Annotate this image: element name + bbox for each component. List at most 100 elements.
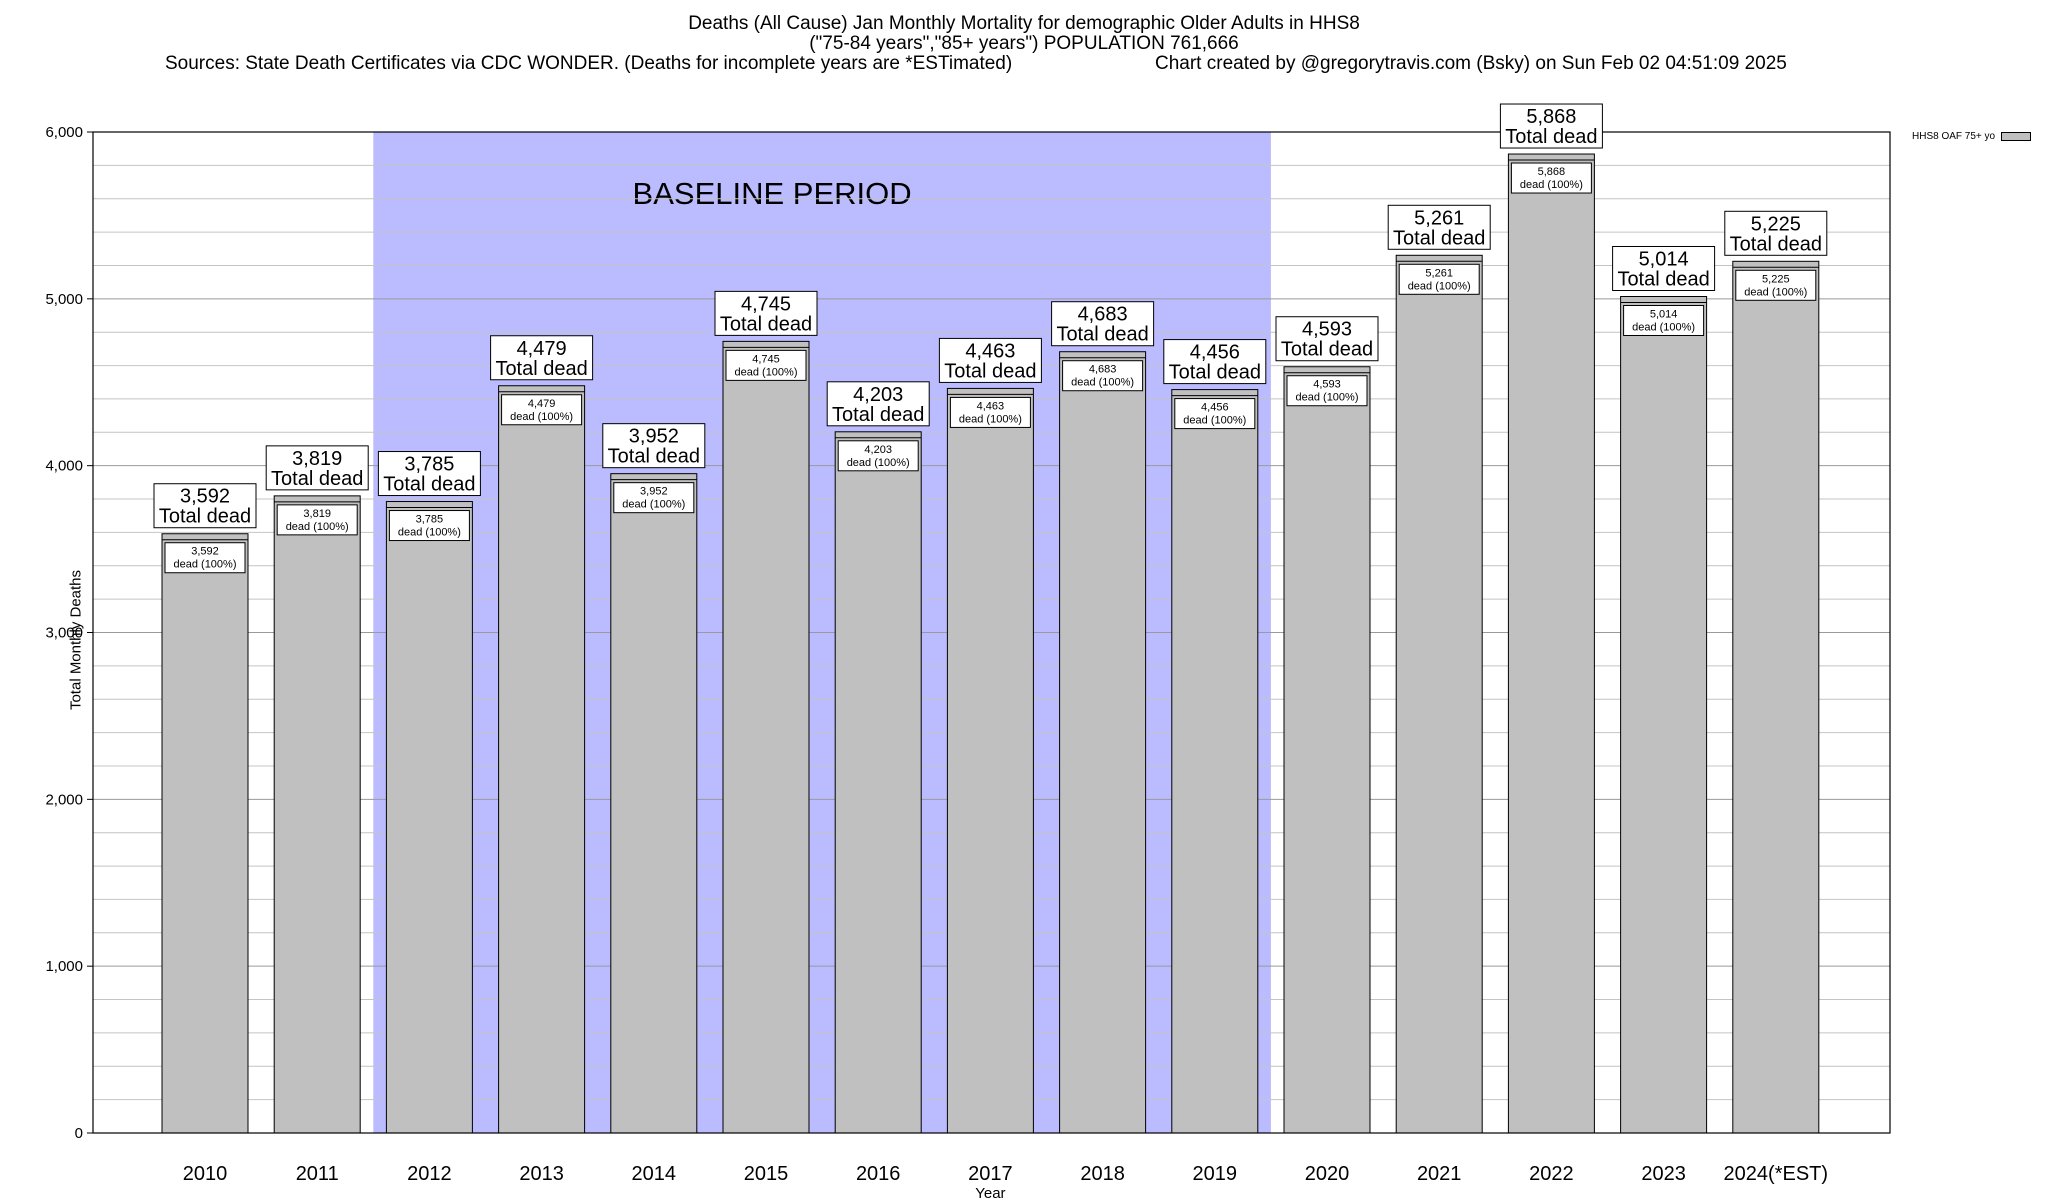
- bar: [1395, 254, 1483, 1134]
- total-value-label: 3,785: [404, 454, 454, 476]
- total-dead-label: Total dead: [1169, 362, 1261, 384]
- inner-percent-label: dead (100%): [1296, 392, 1359, 404]
- inner-value-label: 4,463: [977, 400, 1005, 412]
- y-tick-label: 2,000: [45, 791, 83, 808]
- inner-percent-label: dead (100%): [1632, 321, 1695, 333]
- bar: [1283, 366, 1371, 1134]
- bar: [1732, 260, 1820, 1134]
- inner-value-label: 3,785: [416, 514, 444, 526]
- legend-swatch: [2001, 131, 2032, 141]
- y-tick-label: 5,000: [45, 291, 83, 308]
- total-dead-label: Total dead: [1281, 339, 1373, 361]
- total-dead-label: Total dead: [720, 313, 812, 335]
- total-label-box: [602, 423, 706, 469]
- inner-label-box: [1398, 263, 1480, 295]
- total-value-label: 4,683: [1078, 304, 1128, 326]
- total-label-box: [490, 335, 594, 381]
- total-dead-label: Total dead: [1730, 233, 1822, 255]
- x-tick-label: 2017: [968, 1163, 1013, 1185]
- inner-label-box: [949, 396, 1031, 428]
- x-tick-label: 2010: [183, 1163, 228, 1185]
- total-value-label: 4,479: [517, 338, 567, 360]
- chart-title-line-1: Deaths (All Cause) Jan Monthly Mortality…: [688, 13, 1360, 34]
- x-tick-label: 2016: [856, 1163, 901, 1185]
- total-value-label: 4,463: [965, 340, 1015, 362]
- bar: [273, 495, 361, 1134]
- total-label-box: [1499, 103, 1603, 149]
- bar: [498, 385, 586, 1134]
- total-label-box: [377, 451, 481, 497]
- inner-percent-label: dead (100%): [847, 457, 910, 469]
- chart-title-line-2: ("75-84 years","85+ years") POPULATION 7…: [809, 33, 1239, 54]
- x-tick-label: 2022: [1529, 1163, 1574, 1185]
- total-dead-label: Total dead: [1505, 126, 1597, 148]
- total-value-label: 4,593: [1302, 319, 1352, 341]
- inner-percent-label: dead (100%): [959, 413, 1022, 425]
- inner-value-label: 3,952: [640, 486, 668, 498]
- x-tick-label: 2020: [1305, 1163, 1350, 1185]
- chart-source-note: Sources: State Death Certificates via CD…: [165, 53, 1013, 74]
- total-dead-label: Total dead: [832, 404, 924, 426]
- x-axis-label: Year: [975, 1185, 1005, 1200]
- inner-value-label: 5,225: [1762, 273, 1790, 285]
- x-tick-label: 2019: [1193, 1163, 1238, 1185]
- y-tick-label: 0: [75, 1125, 83, 1142]
- inner-label-box: [1286, 375, 1368, 407]
- y-axis-label: Total Monthly Deaths: [67, 569, 85, 711]
- inner-label-box: [613, 482, 695, 514]
- bar: [1620, 295, 1708, 1134]
- total-label-box: [826, 381, 930, 427]
- total-value-label: 5,225: [1751, 213, 1801, 235]
- inner-percent-label: dead (100%): [1183, 415, 1246, 427]
- inner-value-label: 5,014: [1650, 308, 1678, 320]
- inner-label-box: [164, 542, 246, 574]
- inner-value-label: 4,593: [1313, 379, 1341, 391]
- total-value-label: 4,203: [853, 384, 903, 406]
- total-label-box: [153, 483, 257, 529]
- inner-value-label: 5,261: [1425, 267, 1453, 279]
- inner-percent-label: dead (100%): [1408, 280, 1471, 292]
- total-label-box: [714, 290, 818, 336]
- legend: HHS8 OAF 75+ yo: [1912, 131, 2032, 142]
- bar: [385, 501, 473, 1134]
- x-tick-label: 2024(*EST): [1724, 1163, 1829, 1185]
- total-label-box: [1051, 301, 1155, 347]
- x-tick-label: 2021: [1417, 1163, 1462, 1185]
- x-tick-label: 2013: [519, 1163, 564, 1185]
- inner-value-label: 4,456: [1201, 402, 1229, 414]
- total-value-label: 5,014: [1639, 248, 1689, 270]
- y-tick-label: 6,000: [45, 124, 83, 141]
- inner-label-box: [276, 504, 358, 536]
- total-label-box: [938, 337, 1042, 383]
- total-value-label: 3,592: [180, 486, 230, 508]
- inner-percent-label: dead (100%): [398, 527, 461, 539]
- total-label-box: [1387, 204, 1491, 250]
- total-value-label: 5,868: [1526, 106, 1576, 128]
- inner-label-box: [1623, 304, 1705, 336]
- inner-label-box: [1510, 162, 1592, 194]
- x-tick-label: 2018: [1080, 1163, 1125, 1185]
- inner-value-label: 5,868: [1538, 166, 1566, 178]
- total-label-box: [1275, 316, 1379, 362]
- total-value-label: 4,745: [741, 293, 791, 315]
- inner-label-box: [725, 349, 807, 381]
- total-dead-label: Total dead: [1393, 227, 1485, 249]
- total-label-box: [265, 445, 369, 491]
- total-label-box: [1163, 339, 1267, 385]
- total-value-label: 5,261: [1414, 207, 1464, 229]
- inner-label-box: [501, 394, 583, 426]
- total-dead-label: Total dead: [608, 446, 700, 468]
- total-dead-label: Total dead: [271, 468, 363, 490]
- total-dead-label: Total dead: [383, 474, 475, 496]
- inner-value-label: 3,592: [191, 546, 219, 558]
- total-value-label: 3,952: [629, 426, 679, 448]
- inner-label-box: [388, 510, 470, 542]
- bars: [161, 153, 1820, 1134]
- inner-percent-label: dead (100%): [174, 559, 237, 571]
- total-dead-label: Total dead: [1056, 324, 1148, 346]
- x-tick-label: 2014: [632, 1163, 677, 1185]
- inner-label-box: [837, 440, 919, 472]
- inner-value-label: 4,479: [528, 398, 556, 410]
- inner-value-label: 3,819: [303, 508, 331, 520]
